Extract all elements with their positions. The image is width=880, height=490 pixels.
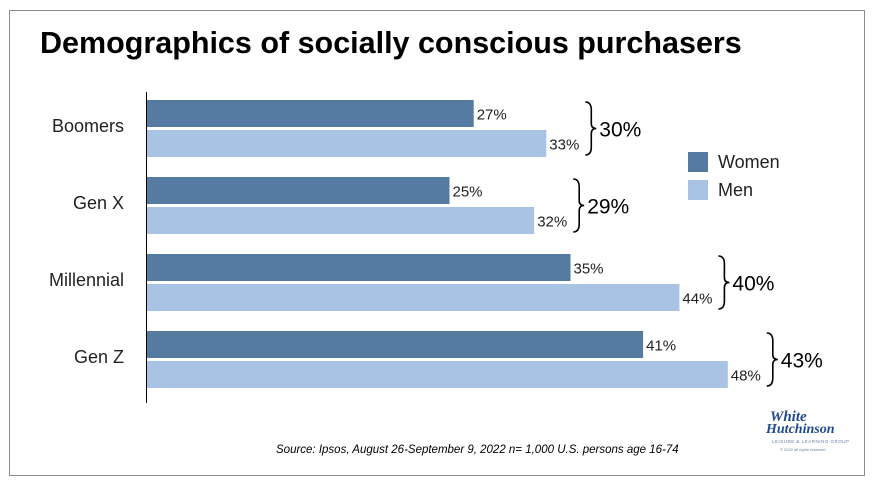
data-label-men-boomers: 33% [549, 137, 579, 154]
logo-text-line3: LEISURE & LEARNING GROUP [772, 439, 850, 444]
data-label-women-millennial: 35% [574, 261, 604, 278]
legend-swatch-men [688, 180, 708, 200]
logo-text-line2: Hutchinson [766, 422, 835, 437]
legend-label-men: Men [718, 179, 754, 200]
total-label-boomers: 30% [599, 119, 641, 142]
brace-boomers [585, 101, 597, 156]
chart-title: Demographics of socially conscious purch… [40, 26, 742, 60]
data-label-men-gen-x: 32% [537, 214, 567, 231]
bar-women-millennial [147, 254, 571, 281]
category-label-millennial: Millennial [49, 270, 124, 290]
bar-women-boomers [147, 100, 474, 127]
total-label-gen-x: 29% [587, 196, 629, 219]
data-label-women-gen-z: 41% [646, 338, 676, 355]
bar-men-gen-x [147, 207, 535, 234]
bar-men-boomers [147, 130, 547, 157]
chart-frame [9, 10, 865, 476]
legend-swatch-women [688, 152, 708, 172]
category-label-gen-x: Gen X [73, 193, 124, 213]
brace-gen-x [573, 178, 585, 233]
total-label-gen-z: 43% [781, 350, 823, 373]
logo-text-line1: White [770, 409, 807, 425]
category-label-boomers: Boomers [52, 116, 124, 136]
company-logo: White Hutchinson LEISURE & LEARNING GROU… [766, 410, 850, 462]
logo-text-line4: © 2022 all rights reserved [780, 447, 826, 452]
brace-millennial [718, 255, 730, 310]
source-note: Source: Ipsos, August 26-September 9, 20… [276, 444, 679, 456]
legend-label-women: Women [718, 151, 780, 172]
data-label-women-gen-x: 25% [453, 184, 483, 201]
bar-men-gen-z [147, 361, 728, 388]
chart-marks: Boomers 27% 33% 30% Gen X 25% 32% 29% Millennial… [49, 100, 823, 388]
bar-men-millennial [147, 284, 680, 311]
data-label-women-boomers: 27% [477, 107, 507, 124]
data-label-men-gen-z: 48% [731, 368, 761, 385]
legend-item-men: Men [688, 176, 780, 204]
bar-women-gen-z [147, 331, 644, 358]
bar-women-gen-x [147, 177, 450, 204]
legend: Women Men [688, 148, 780, 204]
brace-gen-z [766, 332, 778, 387]
total-label-millennial: 40% [732, 273, 774, 296]
legend-item-women: Women [688, 148, 780, 176]
category-label-gen-z: Gen Z [74, 347, 124, 367]
data-label-men-millennial: 44% [682, 291, 712, 308]
